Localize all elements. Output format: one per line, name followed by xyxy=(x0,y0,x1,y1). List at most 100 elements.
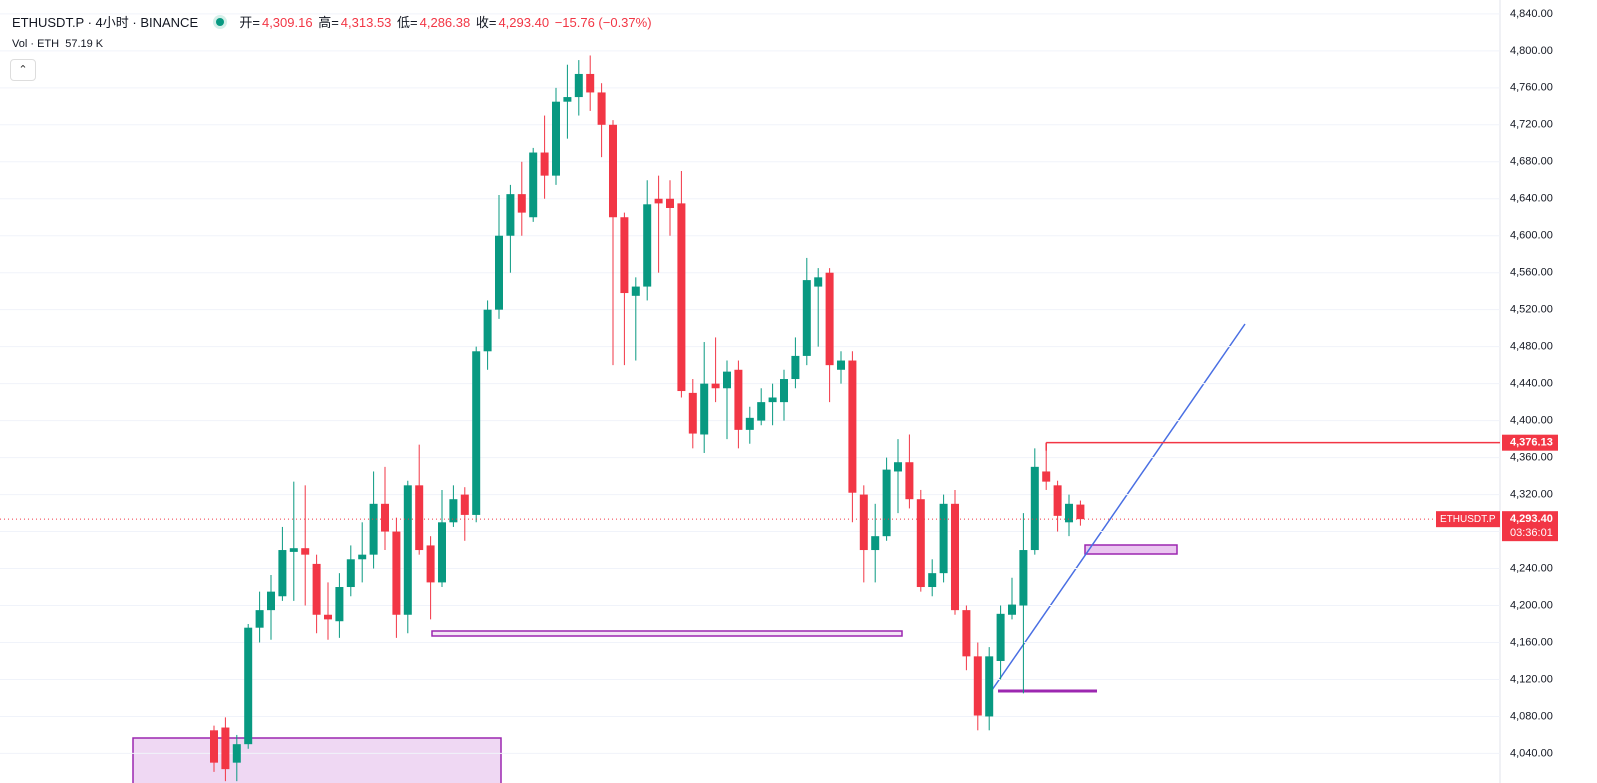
candle-body xyxy=(962,610,971,657)
candle-body xyxy=(255,610,264,628)
collapse-button[interactable]: ⌃ xyxy=(10,59,36,81)
countdown: 03:36:01 xyxy=(1510,527,1553,539)
candle-body xyxy=(574,73,583,98)
candle-body xyxy=(1065,503,1073,523)
candle-body xyxy=(1008,604,1016,615)
change: −15.76 (−0.37%) xyxy=(554,15,652,30)
y-tick-label: 4,800.00 xyxy=(1510,45,1553,57)
candle-body xyxy=(620,217,629,294)
candle-body xyxy=(232,744,241,763)
candle-body xyxy=(859,494,868,551)
price-tag: 4,293.40 xyxy=(1510,513,1553,525)
label: 收= xyxy=(475,15,497,30)
candle-body xyxy=(1019,550,1028,606)
candle-body xyxy=(540,152,549,176)
value: 4,293.40 xyxy=(498,15,550,30)
candle-body xyxy=(768,397,777,403)
candle-body xyxy=(426,545,435,583)
status-dot xyxy=(215,18,224,26)
candle-body xyxy=(597,92,606,125)
zone-box xyxy=(1084,544,1178,555)
y-tick-label: 4,520.00 xyxy=(1510,304,1553,316)
candle-body xyxy=(882,469,891,537)
candle-body xyxy=(369,503,378,555)
candle-body xyxy=(802,280,811,356)
y-tick-label: 4,320.00 xyxy=(1510,488,1553,500)
header: ETHUSDT.P · 4小时 · BINANCE 开= 4,309.16 高= 4… xyxy=(12,12,654,31)
candle-body xyxy=(985,656,994,717)
candle-body xyxy=(916,499,925,588)
candle-body xyxy=(312,563,321,615)
candle-body xyxy=(335,587,344,622)
candle-body xyxy=(415,485,424,551)
candle-body xyxy=(654,198,663,204)
candle-body xyxy=(403,485,412,615)
volume-legend: Vol · ETH 57.19 K xyxy=(12,38,103,50)
candle-body xyxy=(825,272,834,366)
candle-body xyxy=(438,522,446,583)
y-tick-label: 4,600.00 xyxy=(1510,230,1553,242)
candle-body xyxy=(780,379,788,403)
candle-body xyxy=(244,627,253,745)
candle-body xyxy=(745,417,754,430)
candle-body xyxy=(301,548,310,555)
candle-body xyxy=(723,371,731,389)
candle-body xyxy=(586,73,595,93)
symbol-tag: ETHUSDT.P xyxy=(1440,514,1496,525)
candle-body xyxy=(1053,485,1062,516)
candle-body xyxy=(563,97,572,102)
zone-box xyxy=(431,630,903,637)
candle-body xyxy=(791,355,800,380)
candle-body xyxy=(871,536,880,551)
y-tick-label: 4,240.00 xyxy=(1510,562,1553,574)
y-tick-label: 4,080.00 xyxy=(1510,710,1553,722)
candle-body xyxy=(688,392,697,434)
candle-body xyxy=(358,554,367,560)
label: 高= xyxy=(318,15,339,30)
y-tick-label: 4,120.00 xyxy=(1510,673,1553,685)
y-tick-label: 4,440.00 xyxy=(1510,378,1553,390)
value: 57.19 K xyxy=(65,38,104,50)
candle-body xyxy=(1076,504,1085,520)
candle-body xyxy=(700,383,709,435)
trend-line xyxy=(991,323,1246,691)
candle-body xyxy=(529,152,538,218)
candle-body xyxy=(643,204,652,287)
candle-body xyxy=(460,494,469,515)
y-tick-label: 4,200.00 xyxy=(1510,599,1553,611)
y-tick-label: 4,040.00 xyxy=(1510,747,1553,759)
value: 4,313.53 xyxy=(340,15,392,30)
price-label: 4,376.13 xyxy=(1510,437,1553,449)
symbol: ETHUSDT.P · 4小时 · BINANCE xyxy=(12,15,199,30)
label: 开= xyxy=(239,15,260,30)
candle-body xyxy=(517,194,526,213)
value: 4,309.16 xyxy=(261,15,313,30)
candle-body xyxy=(973,656,982,716)
y-tick-label: 4,680.00 xyxy=(1510,156,1553,168)
candle-body xyxy=(552,101,560,176)
y-tick-label: 4,840.00 xyxy=(1510,8,1553,20)
price-label-bg xyxy=(1502,434,1558,451)
candle-body xyxy=(894,462,902,472)
candle-body xyxy=(734,369,743,430)
candle-body xyxy=(837,360,845,370)
y-tick-label: 4,720.00 xyxy=(1510,119,1553,131)
symbol-tag-bg xyxy=(1436,511,1500,528)
candle-body xyxy=(472,351,481,515)
y-tick-label: 4,760.00 xyxy=(1510,82,1553,94)
candle-body xyxy=(951,503,959,611)
candle-body xyxy=(1042,471,1051,482)
candle-body xyxy=(449,499,458,523)
label: Vol · ETH xyxy=(12,38,60,50)
candle-body xyxy=(814,277,823,287)
candle-body xyxy=(324,614,332,620)
candle-body xyxy=(996,613,1005,661)
candle-body xyxy=(677,203,686,392)
y-tick-label: 4,640.00 xyxy=(1510,193,1553,205)
y-tick-label: 4,480.00 xyxy=(1510,341,1553,353)
candle-body xyxy=(346,559,355,588)
candle-body xyxy=(506,194,515,236)
candle-body xyxy=(495,235,503,310)
candle-body xyxy=(848,360,857,493)
